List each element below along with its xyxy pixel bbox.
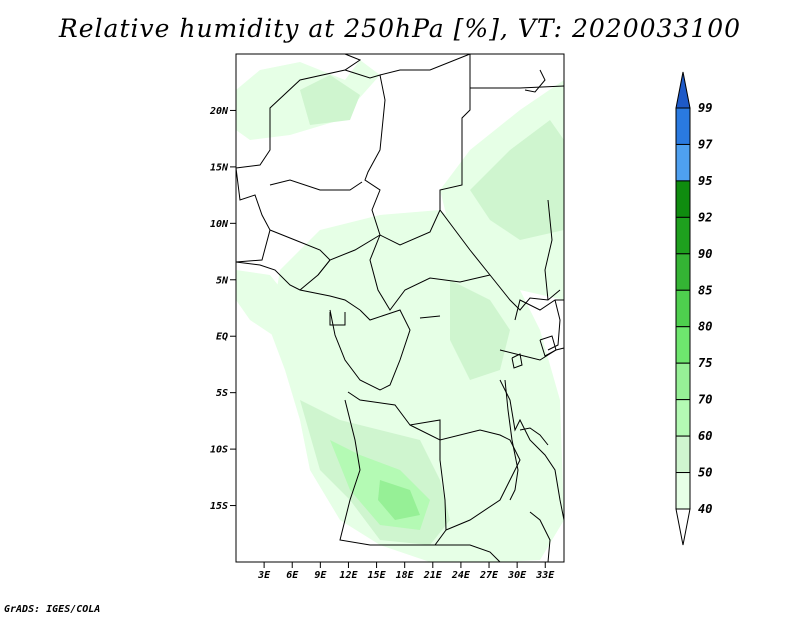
colorbar-label: 92 <box>698 210 712 224</box>
border-line <box>269 229 331 291</box>
colorbar-label: 97 <box>698 137 713 151</box>
border-line <box>235 261 361 311</box>
lon-tick-label: 9E <box>314 570 327 581</box>
footer-credit: GrADS: IGES/COLA <box>4 604 101 615</box>
humidity-area-south-peak <box>378 480 420 520</box>
colorbar-label: 75 <box>698 356 712 370</box>
humidity-shading <box>236 60 564 562</box>
colorbar-label: 60 <box>698 429 712 443</box>
border-line <box>369 234 491 311</box>
colorbar-bin <box>675 180 691 218</box>
colorbar-label: 50 <box>698 466 712 480</box>
lon-tick-label: 12E <box>339 570 358 581</box>
border-line <box>499 347 565 361</box>
colorbar-bin <box>675 399 691 437</box>
border-line <box>379 209 561 311</box>
colorbar-label: 40 <box>698 502 712 516</box>
colorbar-label: 95 <box>698 174 712 188</box>
lat-tick-label: 10S <box>210 445 228 456</box>
lake-outline <box>539 335 557 357</box>
lon-tick-label: 18E <box>396 570 415 581</box>
border-line <box>344 69 386 236</box>
colorbar: 99 97 95 92 90 85 80 75 70 60 50 40 <box>675 71 713 546</box>
border-line <box>409 424 521 531</box>
lake-outline <box>419 315 441 319</box>
border-line <box>504 379 519 501</box>
lat-tick-label: 5S <box>216 388 228 399</box>
border-line <box>269 179 363 191</box>
colorbar-label: 80 <box>698 320 712 334</box>
colorbar-bin <box>675 216 691 255</box>
longitude-axis: 3E 6E 9E 12E 15E 18E 21E 24E 27E 30E 33E <box>257 562 555 581</box>
border-line <box>379 53 471 76</box>
coastline <box>524 69 546 93</box>
colorbar-bin <box>675 326 691 364</box>
lon-tick-label: 15E <box>368 570 387 581</box>
border-line <box>519 427 549 446</box>
colorbar-bin <box>675 71 691 109</box>
border-line <box>329 309 411 391</box>
colorbar-bin <box>675 362 691 401</box>
lon-tick-label: 27E <box>479 570 499 581</box>
lat-tick-label: 15S <box>210 501 228 512</box>
border-line <box>329 312 346 326</box>
lon-tick-label: 6E <box>286 570 299 581</box>
humidity-area-west <box>236 270 290 340</box>
border-line <box>439 54 471 210</box>
colorbar-label: 90 <box>698 247 712 261</box>
humidity-area-north-core <box>300 75 360 125</box>
lon-tick-label: 30E <box>507 570 527 581</box>
lat-tick-label: EQ <box>216 332 228 343</box>
border-line <box>317 234 381 276</box>
lon-tick-label: 3E <box>257 570 271 581</box>
colorbar-label: 70 <box>698 393 712 407</box>
colorbar-label: 99 <box>698 101 712 115</box>
border-line <box>547 299 561 351</box>
colorbar-bin <box>675 435 691 474</box>
border-line <box>235 53 362 169</box>
border-line <box>235 167 271 263</box>
border-line <box>435 544 501 563</box>
lake-outline <box>511 353 523 369</box>
latitude-axis: 20N 15N 10N 5N EQ 5S 10S 15S <box>209 106 236 512</box>
lon-tick-label: 24E <box>451 570 471 581</box>
lat-tick-label: 5N <box>216 275 229 286</box>
country-borders <box>235 53 565 563</box>
humidity-area-east-core <box>450 280 510 380</box>
border-line <box>529 511 551 563</box>
colorbar-bin <box>675 143 691 182</box>
map-frame <box>235 53 565 563</box>
colorbar-label: 85 <box>698 283 712 297</box>
lat-tick-label: 15N <box>210 162 229 173</box>
border-line <box>499 379 565 521</box>
border-line <box>470 85 565 89</box>
lat-tick-label: 10N <box>210 219 229 230</box>
colorbar-bin <box>675 107 691 145</box>
border-line <box>514 299 564 321</box>
chart-title: Relative humidity at 250hPa [%], VT: 202… <box>58 14 742 43</box>
colorbar-bin <box>675 253 691 291</box>
colorbar-bin <box>675 289 691 328</box>
humidity-area-northeast-core <box>470 120 564 240</box>
lat-tick-label: 20N <box>209 106 229 117</box>
border-line <box>544 199 553 301</box>
colorbar-bin <box>675 472 691 510</box>
lon-tick-label: 33E <box>535 570 555 581</box>
colorbar-bin <box>675 508 691 546</box>
lon-tick-label: 21E <box>423 570 443 581</box>
